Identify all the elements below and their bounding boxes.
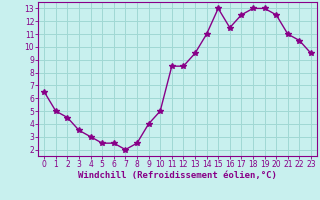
X-axis label: Windchill (Refroidissement éolien,°C): Windchill (Refroidissement éolien,°C) [78,171,277,180]
